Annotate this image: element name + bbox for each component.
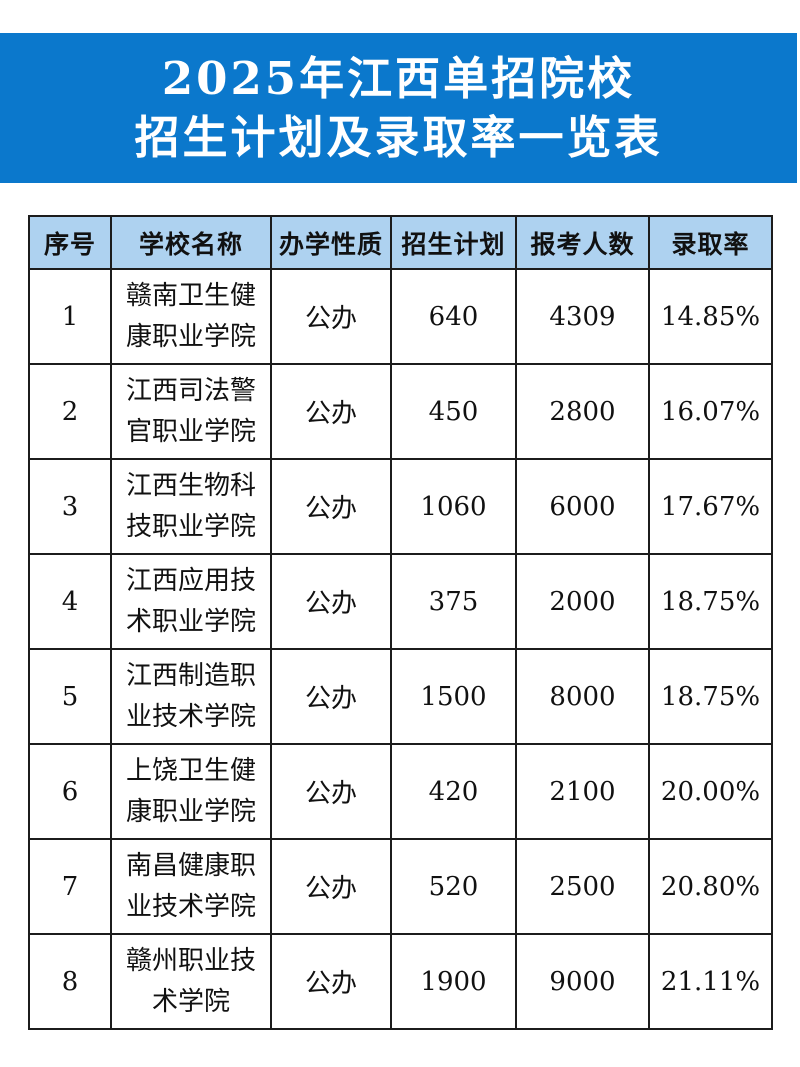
school-name-cell: 江西司法警 官职业学院 (110, 363, 272, 460)
seq-cell: 2 (28, 363, 112, 460)
admission-rate-cell: 18.75% (648, 648, 773, 745)
admission-rate-cell: 21.11% (648, 933, 773, 1030)
table-row: 6 上饶卫生健 康职业学院 公办 420 2100 20.00% (28, 743, 773, 840)
header-cell-enrollment-plan: 招生计划 (390, 215, 517, 270)
page-title-line-2: 招生计划及录取率一览表 (134, 111, 663, 164)
school-type-cell: 公办 (270, 838, 392, 935)
enrollment-plan-cell: 1500 (390, 648, 517, 745)
enrollment-plan-cell: 520 (390, 838, 517, 935)
seq-cell: 7 (28, 838, 112, 935)
school-type-cell: 公办 (270, 458, 392, 555)
applicants-cell: 8000 (515, 648, 650, 745)
enrollment-plan-cell: 640 (390, 268, 517, 365)
school-name-cell: 江西生物科 技职业学院 (110, 458, 272, 555)
enrollment-plan-cell: 1060 (390, 458, 517, 555)
applicants-cell: 2100 (515, 743, 650, 840)
admission-rate-cell: 14.85% (648, 268, 773, 365)
seq-cell: 8 (28, 933, 112, 1030)
title-banner: 2025年江西单招院校 招生计划及录取率一览表 (0, 33, 797, 183)
applicants-cell: 2500 (515, 838, 650, 935)
applicants-cell: 2000 (515, 553, 650, 650)
enrollment-plan-cell: 1900 (390, 933, 517, 1030)
applicants-cell: 6000 (515, 458, 650, 555)
header-cell-school-type: 办学性质 (270, 215, 392, 270)
admission-table: 序号 学校名称 办学性质 招生计划 报考人数 录取率 1 赣南卫生健 康职业学院… (28, 215, 773, 1030)
enrollment-plan-cell: 375 (390, 553, 517, 650)
school-name-cell: 赣州职业技 术学院 (110, 933, 272, 1030)
table-row: 7 南昌健康职 业技术学院 公办 520 2500 20.80% (28, 838, 773, 935)
enrollment-plan-cell: 450 (390, 363, 517, 460)
table-row: 3 江西生物科 技职业学院 公办 1060 6000 17.67% (28, 458, 773, 555)
school-type-cell: 公办 (270, 933, 392, 1030)
school-type-cell: 公办 (270, 268, 392, 365)
school-name-cell: 南昌健康职 业技术学院 (110, 838, 272, 935)
school-name-cell: 江西制造职 业技术学院 (110, 648, 272, 745)
school-name-cell: 上饶卫生健 康职业学院 (110, 743, 272, 840)
applicants-cell: 9000 (515, 933, 650, 1030)
admission-rate-cell: 18.75% (648, 553, 773, 650)
admission-rate-cell: 20.80% (648, 838, 773, 935)
seq-cell: 3 (28, 458, 112, 555)
header-cell-applicants: 报考人数 (515, 215, 650, 270)
applicants-cell: 2800 (515, 363, 650, 460)
seq-cell: 6 (28, 743, 112, 840)
page-title-line-1: 2025年江西单招院校 (161, 51, 636, 105)
header-cell-seq: 序号 (28, 215, 112, 270)
applicants-cell: 4309 (515, 268, 650, 365)
school-type-cell: 公办 (270, 648, 392, 745)
table-row: 5 江西制造职 业技术学院 公办 1500 8000 18.75% (28, 648, 773, 745)
header-cell-school-name: 学校名称 (110, 215, 272, 270)
table-row: 4 江西应用技 术职业学院 公办 375 2000 18.75% (28, 553, 773, 650)
seq-cell: 4 (28, 553, 112, 650)
table-container: 序号 学校名称 办学性质 招生计划 报考人数 录取率 1 赣南卫生健 康职业学院… (28, 215, 800, 1030)
school-type-cell: 公办 (270, 553, 392, 650)
admission-rate-cell: 20.00% (648, 743, 773, 840)
seq-cell: 1 (28, 268, 112, 365)
enrollment-plan-cell: 420 (390, 743, 517, 840)
school-name-cell: 江西应用技 术职业学院 (110, 553, 272, 650)
header-cell-admission-rate: 录取率 (648, 215, 773, 270)
admission-rate-cell: 17.67% (648, 458, 773, 555)
school-name-cell: 赣南卫生健 康职业学院 (110, 268, 272, 365)
school-type-cell: 公办 (270, 743, 392, 840)
table-row: 2 江西司法警 官职业学院 公办 450 2800 16.07% (28, 363, 773, 460)
table-row: 1 赣南卫生健 康职业学院 公办 640 4309 14.85% (28, 268, 773, 365)
school-type-cell: 公办 (270, 363, 392, 460)
table-header-row: 序号 学校名称 办学性质 招生计划 报考人数 录取率 (28, 215, 773, 270)
seq-cell: 5 (28, 648, 112, 745)
table-row: 8 赣州职业技 术学院 公办 1900 9000 21.11% (28, 933, 773, 1030)
admission-rate-cell: 16.07% (648, 363, 773, 460)
